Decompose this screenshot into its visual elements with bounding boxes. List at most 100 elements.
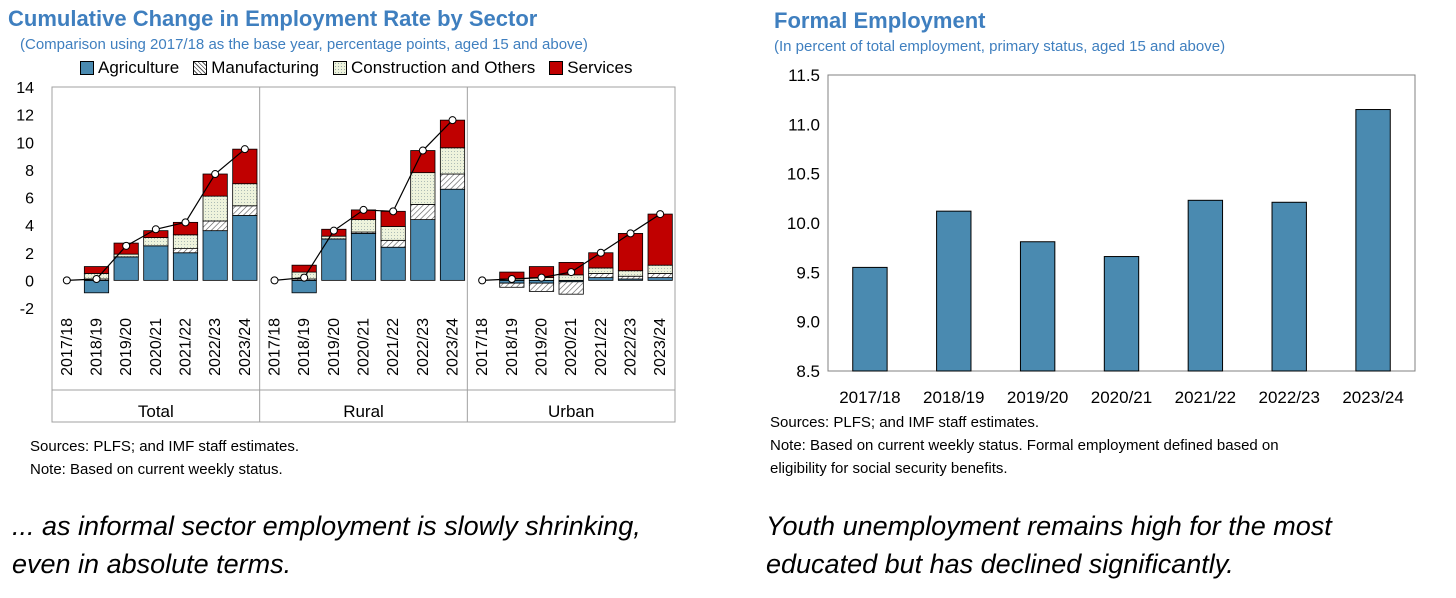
bar-segment: [232, 183, 258, 207]
bar-segment: [499, 282, 525, 288]
x-tick-label: 2020/21: [563, 318, 580, 376]
total-point: [418, 146, 427, 155]
x-tick-label: 2023/24: [652, 318, 669, 376]
bar-segment: [439, 188, 466, 281]
y-tick-label: 9.5: [796, 263, 820, 282]
group-label: Rural: [343, 402, 384, 421]
sector-legend: Agriculture Manufacturing Construction a…: [80, 58, 632, 78]
bar-segment: [647, 264, 673, 274]
formal-employment-bar-chart: 8.5 9.0 9.5 10.0 10.5 11.0 11.5 2017/18 2018/19 2…: [787, 66, 1416, 407]
bar-segment: [202, 230, 228, 281]
formal-employment-bar: [1103, 256, 1140, 372]
bar-segment: [380, 226, 406, 241]
legend-label-agriculture: Agriculture: [98, 58, 180, 77]
bar-segment: [647, 213, 673, 266]
bar-segment: [232, 215, 258, 281]
x-tick-label: 2021/22: [593, 318, 610, 376]
bar-segment: [291, 264, 317, 273]
legend-item-construction: Construction and Others: [333, 58, 535, 78]
bar-segment: [588, 267, 614, 274]
x-tick-label: 2018/19: [504, 318, 521, 376]
left-sources: Sources: PLFS; and IMF staff estimates.: [30, 438, 299, 455]
bar-segment: [321, 235, 347, 240]
total-point: [359, 205, 368, 214]
y-tick-label: 12: [16, 108, 34, 125]
bar-segment: [439, 119, 466, 149]
y-tick-label: 10.0: [787, 214, 820, 233]
total-point: [300, 273, 309, 282]
bar-segment: [202, 220, 228, 232]
x-tick-label: 2018/19: [923, 388, 984, 407]
y-tick-label: 2: [25, 246, 34, 263]
x-tick-label: 2017/18: [474, 318, 491, 376]
legend-item-agriculture: Agriculture: [80, 58, 179, 78]
y-tick-label: 10: [16, 135, 34, 152]
bar-segment: [588, 273, 614, 279]
total-point: [478, 276, 487, 285]
bar-segment: [321, 238, 347, 281]
total-point: [537, 273, 546, 282]
bar-segment: [588, 277, 614, 281]
y-tick-label: 11.0: [788, 115, 820, 134]
sector-stacked-bar-chart: -2 0 2 4 6 8 10 12 14 2017/18 2018/19 2019/20 2020/2…: [16, 80, 676, 423]
x-tick-label: 2019/20: [534, 318, 551, 376]
formal-employment-bar: [1355, 109, 1391, 372]
x-tick-label: 2022/23: [415, 318, 432, 376]
bar-segment: [232, 205, 258, 216]
total-point: [507, 274, 516, 283]
x-tick-label: 2020/21: [1091, 388, 1152, 407]
bar-segment: [172, 252, 199, 281]
bar-segment: [558, 281, 584, 295]
legend-item-services: Services: [549, 58, 632, 78]
legend-item-manufacturing: Manufacturing: [193, 58, 319, 78]
left-caption-line2: even in absolute terms.: [12, 549, 292, 579]
y-tick-label: 14: [16, 80, 34, 97]
left-panel: Cumulative Change in Employment Rate by …: [0, 0, 720, 598]
total-point: [240, 145, 249, 154]
x-tick-label: 2019/20: [118, 318, 135, 376]
total-point: [329, 226, 338, 235]
bar-segment: [350, 233, 377, 281]
bar-segment: [172, 248, 199, 254]
x-tick-label: 2021/22: [385, 318, 402, 376]
x-tick-label: 2017/18: [267, 318, 284, 376]
legend-label-construction: Construction and Others: [351, 58, 536, 77]
bar-segment: [380, 246, 406, 281]
x-tick-label: 2023/24: [445, 318, 462, 376]
y-tick-label: 9.0: [796, 313, 820, 332]
total-point: [270, 276, 279, 285]
left-note: Note: Based on current weekly status.: [30, 461, 283, 478]
left-chart-title: Cumulative Change in Employment Rate by …: [8, 6, 538, 31]
x-tick-label: 2021/22: [178, 318, 195, 376]
y-tick-label: 0: [25, 273, 34, 290]
services-swatch: [549, 61, 564, 75]
bar-segment: [143, 237, 169, 247]
bar-segment: [83, 266, 110, 274]
bar-segment: [410, 219, 436, 281]
x-tick-label: 2019/20: [326, 318, 343, 376]
bar-segment: [232, 148, 258, 185]
x-tick-label: 2020/21: [356, 318, 373, 376]
total-point: [389, 207, 398, 216]
bar-segment: [410, 204, 436, 220]
right-caption-line2: educated but has declined significantly.: [766, 549, 1234, 579]
bar-segment: [143, 245, 169, 281]
agriculture-swatch: [80, 61, 94, 75]
right-chart-title: Formal Employment: [774, 8, 986, 33]
total-point: [92, 274, 101, 283]
x-tick-label: 2022/23: [623, 318, 640, 376]
plot-frame: [51, 86, 676, 423]
total-point: [122, 241, 131, 250]
total-point: [626, 229, 635, 238]
bar-segment: [172, 234, 199, 250]
bar-segment: [291, 279, 317, 294]
formal-employment-bar: [1271, 201, 1307, 372]
x-tick-label: 2023/24: [1342, 388, 1403, 407]
bar-segment: [380, 239, 406, 248]
bar-segment: [647, 273, 673, 279]
bar-segment: [617, 233, 644, 272]
total-point: [567, 268, 576, 277]
right-note-line1: Note: Based on current weekly status. Fo…: [770, 437, 1279, 454]
total-point: [151, 225, 160, 234]
y-tick-label: 8: [25, 163, 34, 180]
